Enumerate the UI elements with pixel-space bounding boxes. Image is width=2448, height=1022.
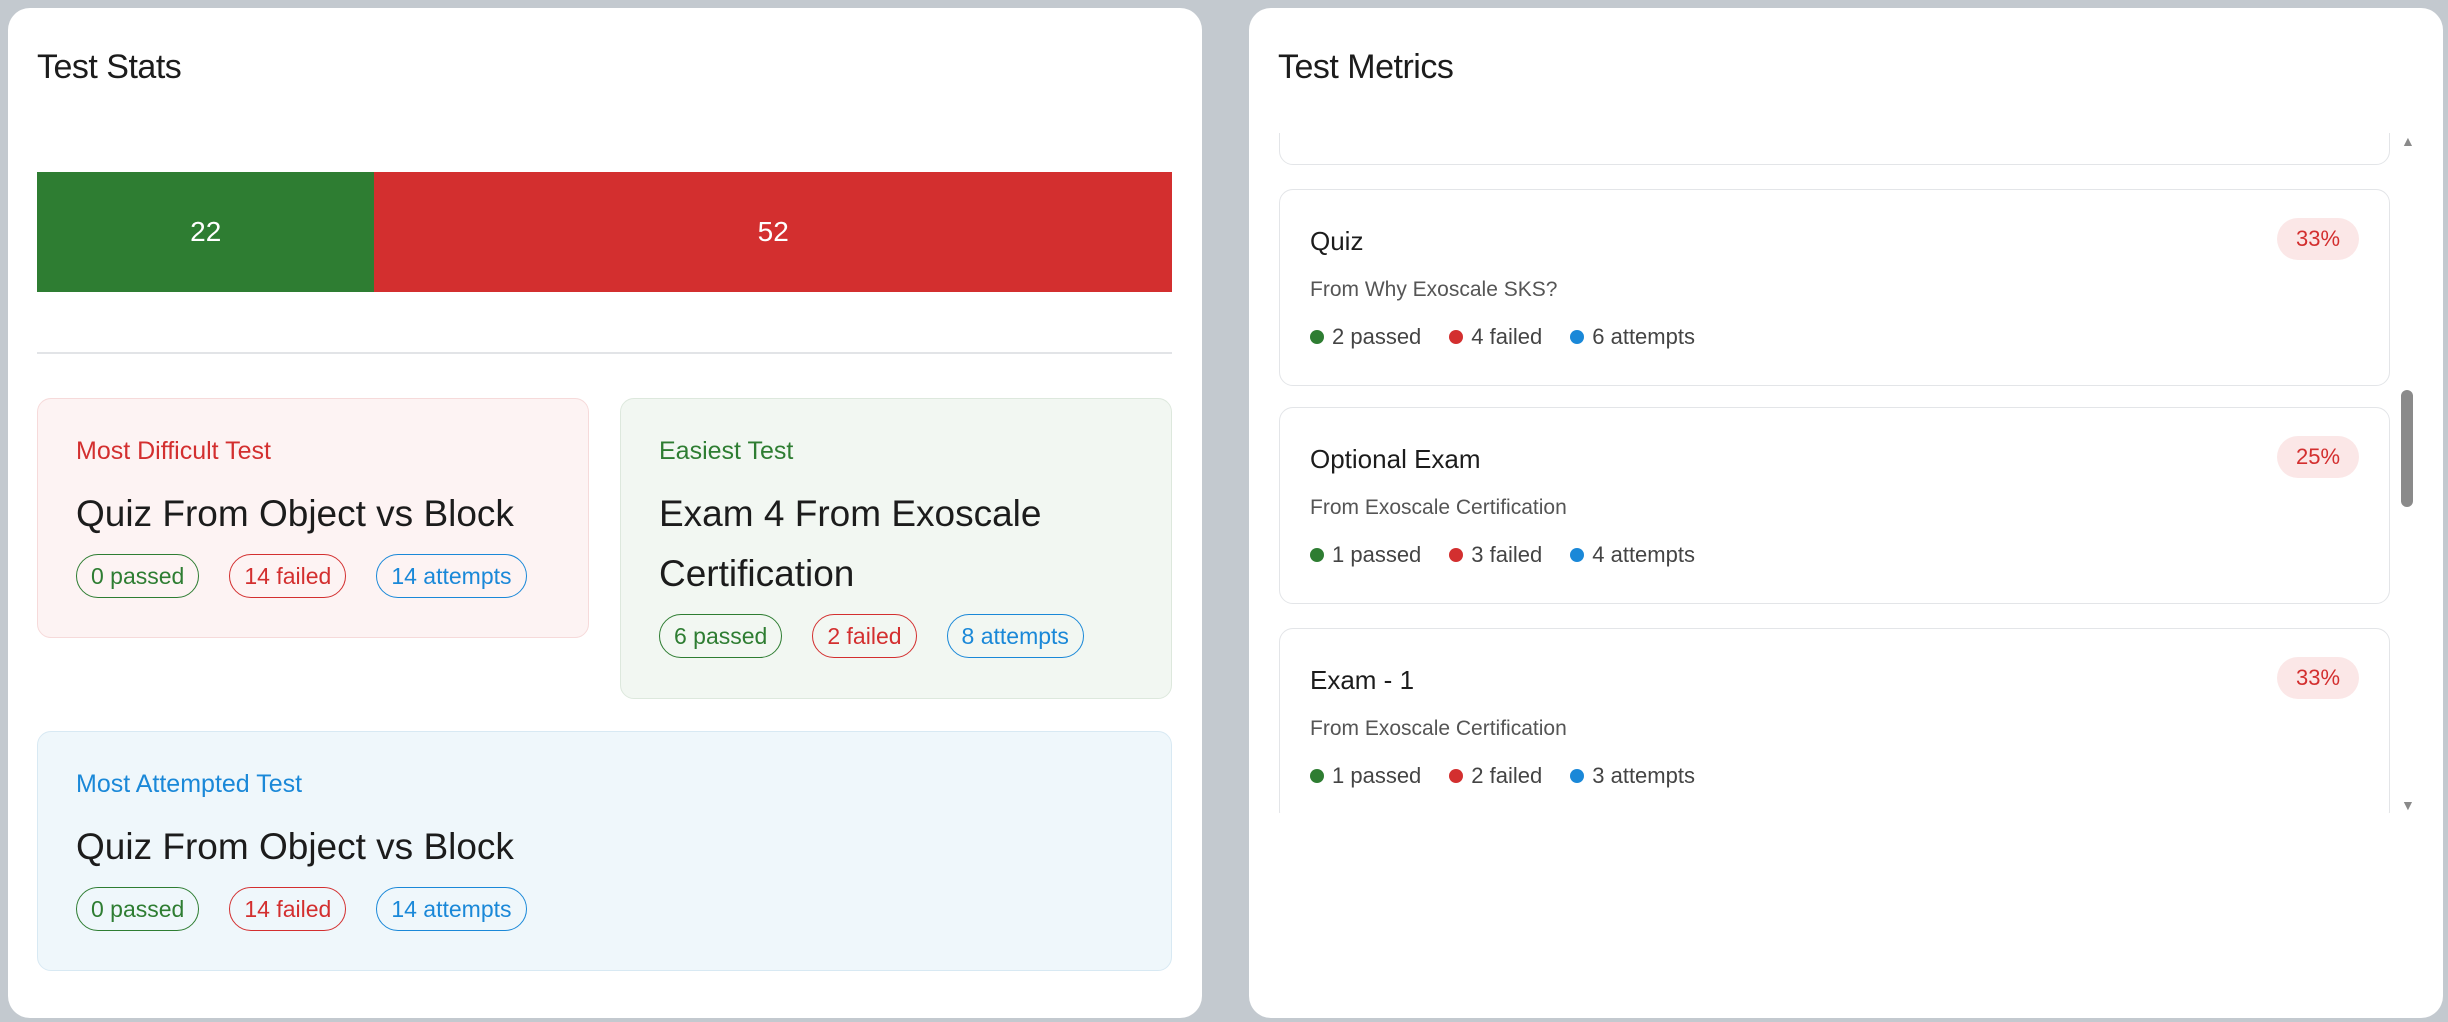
metric-card[interactable]: Optional Exam From Exoscale Certificatio… — [1279, 407, 2390, 604]
metric-source: From Exoscale Certification — [1310, 717, 1567, 740]
divider — [37, 352, 1172, 354]
card-label: Most Attempted Test — [76, 770, 303, 798]
most-attempted-test-card: Most Attempted Test Quiz From Object vs … — [37, 731, 1172, 971]
metric-card[interactable]: Exam - 1 From Exoscale Certification 33%… — [1279, 628, 2390, 813]
failed-dot-icon — [1449, 330, 1464, 344]
failed-dot-icon — [1449, 769, 1464, 783]
attempts-pill: 8 attempts — [946, 614, 1084, 658]
passed-count: 2 passed — [1332, 324, 1422, 349]
attempts-dot-icon — [1570, 330, 1585, 344]
metric-source: From Exoscale Certification — [1310, 496, 1567, 519]
card-title: Exam 4 From Exoscale Certification — [659, 493, 1042, 594]
metric-card-partial[interactable] — [1279, 133, 2390, 165]
passed-dot-icon — [1310, 330, 1324, 344]
card-label: Most Difficult Test — [76, 437, 271, 465]
failed-count: 2 failed — [1471, 763, 1543, 788]
attempts-pill: 14 attempts — [376, 554, 527, 598]
easiest-test-card: Easiest Test Exam 4 From Exoscale Certif… — [620, 398, 1172, 699]
metric-card[interactable]: Quiz From Why Exoscale SKS? 33% 2 passed… — [1279, 189, 2390, 386]
failed-pill: 2 failed — [812, 614, 917, 658]
pass-rate-badge: 25% — [2277, 436, 2359, 478]
passed-pill: 0 passed — [76, 554, 200, 598]
pass-rate-badge: 33% — [2277, 657, 2359, 699]
failed-count: 3 failed — [1471, 542, 1543, 567]
attempts-dot-icon — [1570, 548, 1585, 562]
failed-dot-icon — [1449, 548, 1464, 562]
test-metrics-panel: Test Metrics Quiz From Why Exoscale SKS?… — [1249, 8, 2443, 1018]
failed-pill: 14 failed — [229, 554, 347, 598]
passed-pill: 0 passed — [76, 887, 200, 931]
metric-title: Quiz — [1310, 226, 1364, 256]
metric-source: From Why Exoscale SKS? — [1310, 278, 1558, 301]
passed-dot-icon — [1310, 548, 1324, 562]
passed-segment: 22 — [37, 172, 375, 292]
test-stats-panel: Test Stats 22 52 Most Difficult Test Qui… — [8, 8, 1202, 1018]
attempts-dot-icon — [1570, 769, 1585, 783]
scroll-down-icon[interactable]: ▼ — [2401, 797, 2415, 813]
most-difficult-test-card: Most Difficult Test Quiz From Object vs … — [37, 398, 589, 638]
passed-dot-icon — [1310, 769, 1324, 783]
pass-rate-badge: 33% — [2277, 218, 2359, 260]
passed-count: 1 passed — [1332, 542, 1422, 567]
attempts-pill: 14 attempts — [376, 887, 527, 931]
failed-segment: 52 — [374, 172, 1172, 292]
metrics-list[interactable]: Quiz From Why Exoscale SKS? 33% 2 passed… — [1249, 133, 2443, 813]
pass-fail-bar: 22 52 — [37, 172, 1172, 292]
scroll-up-icon[interactable]: ▲ — [2401, 133, 2415, 149]
panel-title: Test Stats — [37, 48, 182, 86]
metric-title: Optional Exam — [1310, 444, 1481, 474]
card-title: Quiz From Object vs Block — [76, 826, 514, 867]
failed-count: 4 failed — [1471, 324, 1543, 349]
card-title: Quiz From Object vs Block — [76, 493, 514, 534]
scrollbar-thumb[interactable] — [2401, 390, 2413, 507]
passed-pill: 6 passed — [659, 614, 783, 658]
attempts-count: 6 attempts — [1592, 324, 1695, 349]
metric-title: Exam - 1 — [1310, 665, 1415, 695]
panel-title: Test Metrics — [1278, 48, 1454, 86]
passed-count: 1 passed — [1332, 763, 1422, 788]
failed-pill: 14 failed — [229, 887, 347, 931]
attempts-count: 3 attempts — [1592, 763, 1695, 788]
card-label: Easiest Test — [659, 437, 794, 465]
scrollbar[interactable]: ▲ ▼ — [2400, 133, 2415, 813]
attempts-count: 4 attempts — [1592, 542, 1695, 567]
